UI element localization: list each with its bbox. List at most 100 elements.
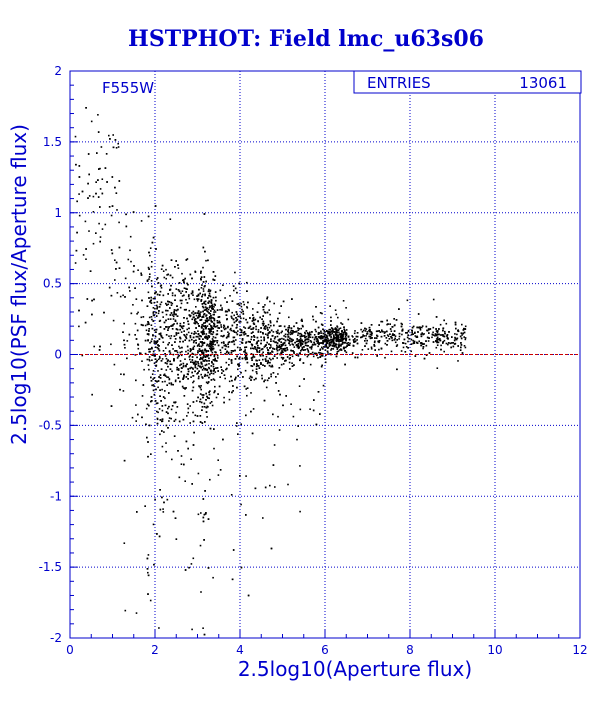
scatter-point bbox=[212, 313, 215, 316]
scatter-point bbox=[212, 308, 214, 310]
scatter-point bbox=[233, 336, 236, 339]
scatter-point bbox=[171, 302, 174, 305]
scatter-point bbox=[221, 346, 224, 349]
scatter-point bbox=[198, 316, 200, 319]
scatter-point bbox=[212, 343, 214, 345]
scatter-point bbox=[213, 355, 216, 358]
scatter-point bbox=[226, 301, 228, 303]
scatter-point bbox=[176, 351, 179, 354]
scatter-point bbox=[74, 135, 77, 138]
scatter-point bbox=[197, 513, 200, 516]
scatter-point bbox=[301, 343, 304, 346]
scatter-point bbox=[297, 345, 300, 347]
scatter-point bbox=[201, 351, 203, 353]
scatter-point bbox=[203, 341, 206, 344]
scatter-point bbox=[401, 333, 403, 336]
scatter-point bbox=[240, 503, 242, 506]
scatter-point bbox=[201, 422, 204, 424]
scatter-point bbox=[242, 301, 245, 303]
scatter-point bbox=[95, 192, 97, 195]
scatter-point bbox=[396, 344, 399, 346]
scatter-point bbox=[270, 346, 272, 348]
scatter-point bbox=[163, 373, 166, 376]
scatter-point bbox=[141, 299, 143, 302]
scatter-point bbox=[175, 332, 178, 334]
scatter-point bbox=[318, 332, 321, 334]
scatter-point bbox=[178, 369, 180, 371]
scatter-point bbox=[437, 338, 439, 341]
scatter-point bbox=[296, 438, 298, 441]
scatter-point bbox=[209, 373, 211, 376]
scatter-point bbox=[258, 349, 261, 352]
scatter-point bbox=[200, 278, 202, 280]
scatter-point bbox=[170, 383, 173, 386]
scatter-point bbox=[336, 331, 338, 334]
scatter-point bbox=[434, 335, 436, 337]
scatter-point bbox=[293, 352, 295, 355]
scatter-point bbox=[462, 332, 464, 335]
scatter-point bbox=[155, 341, 157, 344]
scatter-point bbox=[412, 342, 415, 345]
scatter-point bbox=[416, 326, 418, 329]
scatter-point bbox=[211, 343, 213, 346]
scatter-point bbox=[123, 459, 126, 462]
scatter-point bbox=[85, 107, 87, 109]
scatter-point bbox=[320, 330, 322, 333]
scatter-point bbox=[442, 341, 444, 343]
scatter-point bbox=[295, 354, 298, 356]
scatter-point bbox=[276, 342, 279, 344]
scatter-point bbox=[230, 359, 233, 361]
scatter-point bbox=[296, 338, 298, 340]
scatter-point bbox=[222, 284, 224, 286]
scatter-point bbox=[340, 336, 343, 338]
scatter-point bbox=[191, 291, 194, 294]
scatter-point bbox=[317, 331, 320, 334]
scatter-point bbox=[304, 339, 307, 341]
scatter-point bbox=[216, 325, 219, 327]
scatter-point bbox=[186, 258, 189, 260]
scatter-point bbox=[337, 336, 339, 339]
scatter-point bbox=[164, 380, 166, 383]
scatter-point bbox=[167, 318, 170, 320]
scatter-point bbox=[289, 333, 292, 336]
scatter-point bbox=[258, 359, 261, 361]
scatter-point bbox=[141, 360, 143, 362]
scatter-point bbox=[222, 370, 225, 372]
scatter-point bbox=[201, 357, 204, 360]
scatter-point bbox=[178, 282, 181, 284]
scatter-point bbox=[161, 418, 164, 420]
scatter-point bbox=[151, 347, 153, 350]
scatter-point bbox=[227, 326, 229, 329]
scatter-point bbox=[203, 285, 206, 288]
scatter-point bbox=[206, 319, 208, 321]
scatter-point bbox=[237, 368, 239, 371]
scatter-point bbox=[200, 299, 203, 301]
scatter-point bbox=[324, 338, 326, 341]
scatter-point bbox=[368, 330, 371, 333]
scatter-point bbox=[402, 342, 404, 344]
scatter-point bbox=[354, 338, 356, 340]
scatter-point bbox=[155, 315, 158, 317]
scatter-point bbox=[407, 330, 410, 333]
scatter-point bbox=[364, 327, 366, 330]
scatter-point bbox=[282, 349, 285, 351]
scatter-point bbox=[386, 319, 388, 322]
scatter-point bbox=[365, 328, 368, 330]
scatter-point bbox=[208, 397, 210, 400]
scatter-point bbox=[108, 286, 111, 289]
scatter-point bbox=[199, 421, 202, 423]
scatter-point bbox=[223, 401, 225, 404]
scatter-point bbox=[106, 181, 108, 183]
scatter-point bbox=[241, 357, 244, 360]
scatter-point bbox=[167, 329, 169, 331]
scatter-point bbox=[284, 336, 287, 338]
scatter-point bbox=[407, 347, 409, 349]
scatter-point bbox=[181, 346, 183, 349]
scatter-point bbox=[197, 372, 199, 374]
scatter-point bbox=[181, 327, 184, 330]
scatter-point bbox=[172, 315, 175, 318]
scatter-point bbox=[123, 322, 125, 325]
scatter-point bbox=[119, 388, 121, 391]
scatter-point bbox=[410, 333, 413, 336]
scatter-point bbox=[177, 267, 180, 269]
